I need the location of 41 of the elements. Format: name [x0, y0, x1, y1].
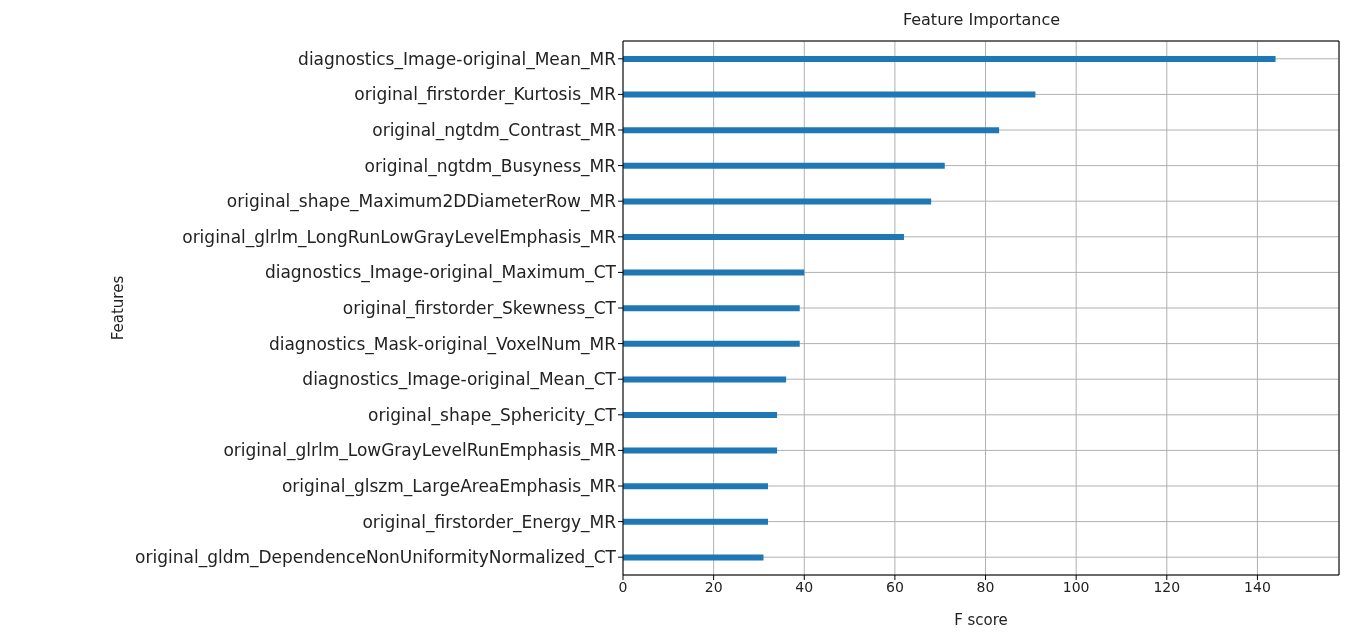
x-tick-label: 140 [1244, 578, 1271, 595]
y-tick-label: diagnostics_Mask-original_VoxelNum_MR [268, 333, 617, 355]
y-tick-label: original_gldm_DependenceNonUniformityNormalized_CT [135, 547, 617, 569]
y-tick-label: original_glrlm_LowGrayLevelRunEmphasis_MR [223, 440, 617, 462]
y-tick-label: diagnostics_Image-original_Maximum_CT [264, 262, 617, 284]
bar [623, 412, 778, 418]
bar [623, 91, 1036, 98]
bar [623, 234, 904, 240]
y-tick-label: original_glszm_LargeAreaEmphasis_MR [281, 476, 617, 498]
bar [623, 269, 805, 276]
x-tick-label: 100 [1062, 578, 1090, 595]
bar [623, 447, 778, 454]
bar [623, 376, 787, 383]
bar [623, 56, 1276, 62]
bar [623, 483, 769, 490]
y-tick-label: original_firstorder_Energy_MR [362, 511, 617, 533]
x-tick-label: 60 [885, 578, 904, 595]
y-tick-label: original_firstorder_Kurtosis_MR [354, 84, 617, 106]
bar [623, 162, 945, 169]
bar [623, 127, 1000, 134]
x-tick-label: 20 [704, 578, 723, 595]
y-tick-label: original_shape_Sphericity_CT [368, 404, 617, 426]
y-tick-label: original_glrlm_LongRunLowGrayLevelEmphasis_MR [182, 226, 617, 248]
x-tick-label: 40 [795, 578, 814, 595]
x-axis-title: F score [954, 611, 1008, 629]
y-tick-label: original_firstorder_Skewness_CT [342, 298, 617, 320]
y-tick-label: original_ngtdm_Busyness_MR [364, 155, 617, 177]
bar [623, 305, 800, 312]
bar [623, 340, 800, 347]
y-tick-label: original_shape_Maximum2DDiameterRow_MR [226, 191, 617, 213]
x-tick-label: 120 [1153, 578, 1181, 595]
y-tick-label: original_ngtdm_Contrast_MR [372, 120, 617, 142]
y-tick-label: diagnostics_Image-original_Mean_CT [302, 369, 617, 391]
bar [623, 554, 764, 561]
x-tick-label: 0 [618, 578, 628, 595]
bar [623, 198, 932, 205]
y-tick-label: diagnostics_Image-original_Mean_MR [298, 48, 617, 70]
bar [623, 518, 769, 525]
y-axis-title: Features [109, 275, 128, 341]
chart-title: Feature Importance [901, 10, 1062, 29]
x-tick-label: 80 [976, 578, 995, 595]
